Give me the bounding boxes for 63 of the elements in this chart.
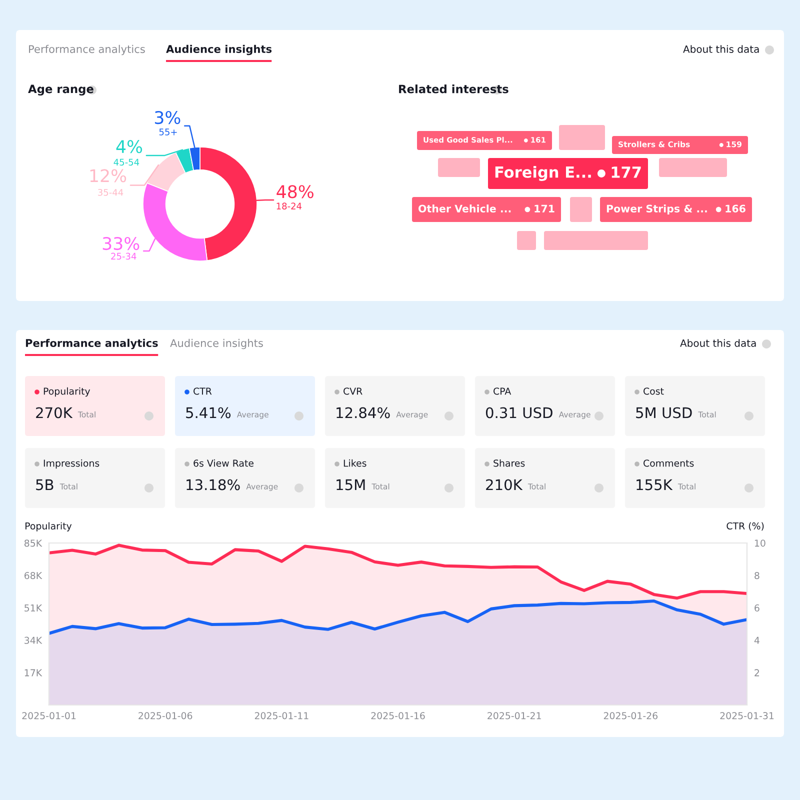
y-tick-label: 85K	[24, 540, 42, 547]
text: 210K	[486, 479, 523, 490]
x-tick-label: 2025-01-26	[604, 712, 658, 720]
text: CVR	[344, 388, 362, 395]
category-label: Power Strips & ...	[606, 204, 707, 214]
x-tick-label: 2025-01-11	[254, 712, 308, 720]
x-tick-label: 2025-01-21	[488, 712, 541, 720]
data-label: 166	[726, 204, 746, 212]
data-label: 4%	[116, 140, 142, 154]
text: 5.41%	[186, 407, 231, 418]
text: Impressions	[44, 459, 100, 469]
y-tick-label: 34K	[24, 636, 42, 644]
slice-label: 45-54	[114, 158, 140, 166]
data-label: 3%	[154, 110, 180, 124]
y2-tick-label: 4	[754, 636, 760, 644]
text: About this data	[683, 45, 759, 53]
y-tick-label: 51K	[24, 604, 42, 612]
data-label: 177	[612, 166, 641, 178]
y2-tick-label: 10	[754, 540, 766, 547]
chart-title: Age range	[28, 84, 94, 96]
text: Popularity	[44, 387, 90, 397]
text: Shares	[494, 459, 525, 467]
text: 0.31 USD	[486, 407, 552, 418]
slice-label: 55+	[159, 128, 177, 136]
y-tick-label: 68K	[24, 572, 42, 580]
x-tick-label: 2025-01-31	[720, 712, 774, 720]
text: Cost	[644, 388, 664, 395]
x-tick-label: 2025-01-01	[22, 712, 76, 720]
y2-tick-label: 2	[754, 669, 760, 676]
slice-label: 18-24	[276, 202, 302, 210]
text: CPA	[494, 388, 512, 395]
text: Likes	[344, 459, 366, 467]
text: CTR	[194, 388, 212, 395]
slice-label: 35-44	[98, 188, 124, 196]
y2-tick-label: 6	[754, 604, 760, 612]
x-tick-label: 2025-01-16	[371, 712, 425, 720]
slice-label: 25-34	[111, 252, 136, 260]
data-label: 33%	[102, 236, 140, 250]
y-tick-label: 17K	[24, 669, 42, 676]
category-label: Other Vehicle ...	[418, 204, 511, 212]
text: Performance analytics	[26, 338, 158, 350]
data-label: 12%	[90, 169, 126, 182]
text: 13.18%	[186, 479, 240, 490]
y2-tick-label: 8	[754, 572, 760, 580]
text: Related interests	[399, 84, 508, 94]
text: 5M USD	[636, 407, 692, 418]
text: 155K	[636, 479, 673, 490]
text: Performance analytics	[29, 44, 145, 56]
text: Comments	[644, 460, 694, 467]
text: 270K	[36, 407, 73, 418]
category-label: Foreign E...	[495, 166, 591, 181]
y2-axis-title: CTR (%)	[726, 522, 764, 531]
text: Audience insights	[170, 338, 263, 350]
x-tick-label: 2025-01-06	[138, 712, 192, 720]
y-axis-title: Popularity	[25, 522, 72, 532]
text: About this data	[680, 339, 756, 347]
text: 5B	[36, 479, 54, 490]
text: Audience insights	[166, 44, 272, 56]
data-label: 171	[534, 204, 554, 212]
data-label: 48%	[276, 185, 314, 198]
text: 15M	[336, 479, 365, 490]
text: 12.84%	[336, 407, 390, 418]
text: 6s View Rate	[194, 459, 254, 467]
